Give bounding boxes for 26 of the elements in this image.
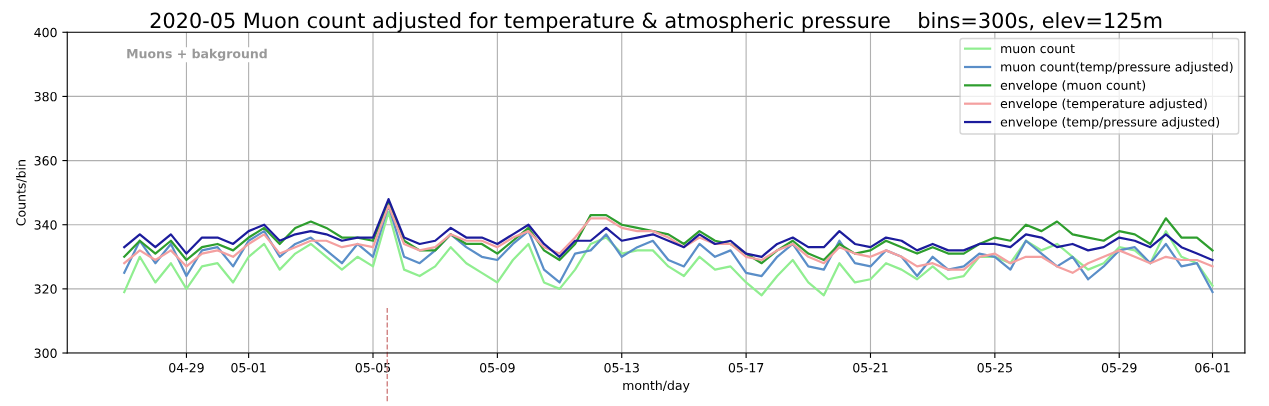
line-series [123, 204, 1214, 274]
x-tick-label: 05-13 [604, 362, 639, 373]
y-tick-label: 340 [34, 220, 57, 230]
x-tick-label: 04-29 [169, 362, 204, 373]
x-tick-label: 05-09 [480, 362, 515, 373]
x-axis-title: month/day [623, 380, 690, 393]
x-tick-label: 05-25 [977, 362, 1012, 373]
legend-label: muon count(temp/pressure adjusted) [1001, 61, 1233, 74]
legend-label: envelope (temperature adjusted) [1000, 98, 1207, 111]
x-tick-label: 06-01 [1195, 362, 1230, 373]
x-tick-label: 05-01 [231, 362, 266, 373]
x-tick-label: 05-21 [853, 362, 888, 373]
y-axis-title: Counts/bin [16, 160, 27, 226]
chart-title: 2020-05 Muon count adjusted for temperature & atmospheric pressure bins=300s, elev=125m [150, 12, 1162, 33]
y-tick-label: 360 [34, 156, 57, 166]
x-tick-label: 05-05 [355, 362, 391, 373]
legend-label: envelope (temp/pressure adjusted) [1000, 116, 1220, 130]
x-tick-label: 05-17 [728, 362, 764, 373]
y-tick-label: 380 [34, 91, 57, 102]
legend-label: envelope (muon count) [1000, 80, 1146, 93]
legend-label: muon count [1001, 44, 1075, 54]
annotation: Muons + bakground [127, 48, 267, 61]
y-tick-label: 300 [34, 348, 57, 358]
y-tick-label: 320 [34, 284, 57, 294]
y-tick-label: 400 [34, 27, 57, 38]
x-tick-label: 05-29 [1101, 362, 1137, 373]
